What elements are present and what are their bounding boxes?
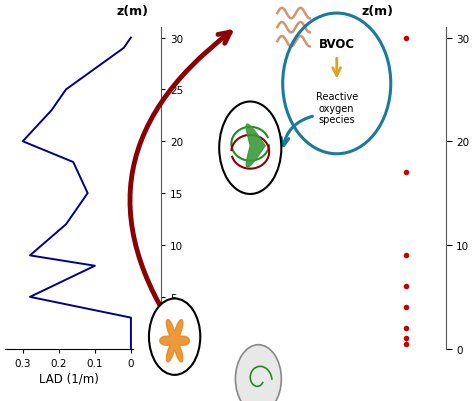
Circle shape xyxy=(236,345,282,401)
Circle shape xyxy=(149,299,201,375)
Polygon shape xyxy=(246,125,265,168)
Polygon shape xyxy=(160,320,190,362)
Text: BVOC: BVOC xyxy=(319,38,355,51)
X-axis label: LAD (1/m): LAD (1/m) xyxy=(39,372,99,385)
Text: z(m): z(m) xyxy=(117,6,149,18)
Text: z(m): z(m) xyxy=(362,6,394,18)
Circle shape xyxy=(219,102,282,194)
Text: Reactive
oxygen
species: Reactive oxygen species xyxy=(316,92,358,125)
